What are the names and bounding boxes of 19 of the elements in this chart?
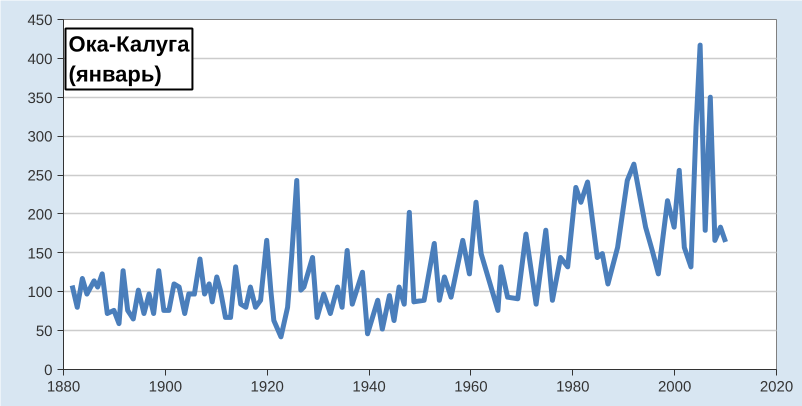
y-tick-label: 200: [27, 206, 53, 224]
y-tick-label: 450: [27, 12, 53, 29]
text: Ока-Калуга (январь): [68, 32, 190, 86]
y-tick-label: 400: [27, 50, 53, 68]
y-tick-label: 150: [27, 245, 53, 262]
x-tick-label: 1900: [148, 378, 182, 396]
x-tick-label: 1960: [454, 378, 488, 396]
x-tick-label: 1980: [556, 378, 590, 396]
x-tick-label: 1940: [352, 378, 386, 396]
y-tick-label: 350: [27, 90, 53, 107]
x-tick-label: 2020: [760, 378, 794, 396]
x-tick-label: 1920: [250, 378, 284, 396]
y-tick-label: 250: [27, 168, 53, 185]
y-tick-label: 0: [44, 362, 52, 379]
y-tick-label: 100: [27, 284, 53, 302]
y-tick-label: 50: [36, 323, 53, 340]
y-tick-label: 300: [27, 128, 53, 146]
x-tick-label: 2000: [658, 378, 692, 396]
x-tick-label: 1880: [46, 378, 80, 396]
